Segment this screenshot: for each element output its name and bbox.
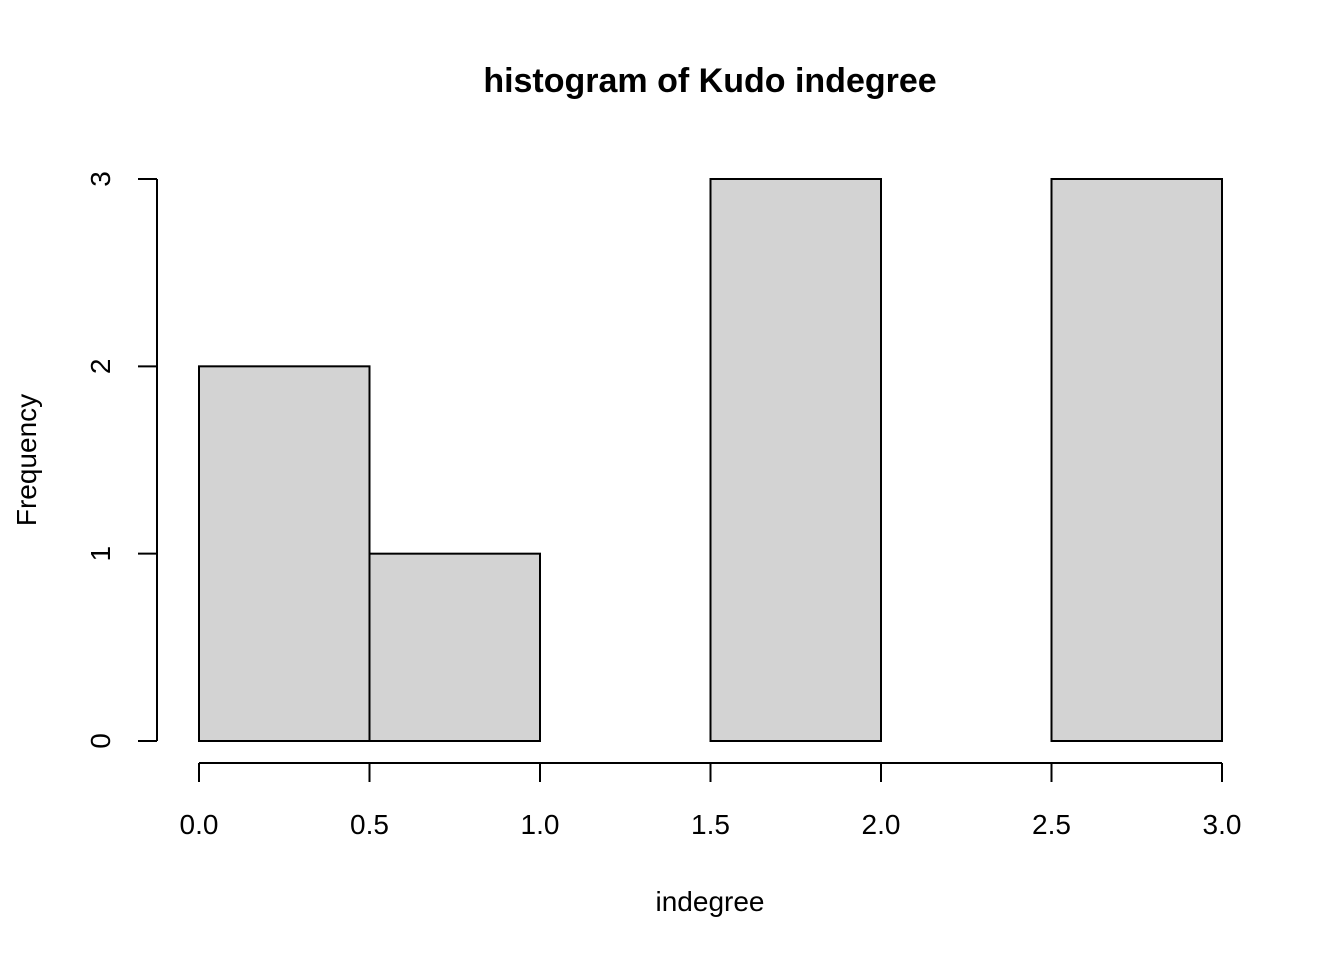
histogram-bar: [198, 365, 371, 742]
y-axis-label: Frequency: [11, 394, 42, 526]
y-tick-label: 0: [85, 733, 116, 749]
x-tick-label: 0.0: [180, 809, 219, 840]
x-tick-label: 1.0: [521, 809, 560, 840]
histogram-bar: [1050, 178, 1223, 742]
x-tick-label: 3.0: [1203, 809, 1242, 840]
histogram-bar: [368, 552, 541, 743]
chart-title: histogram of Kudo indegree: [483, 62, 936, 100]
bars-group: [198, 178, 1223, 743]
x-tick-label: 2.5: [1032, 809, 1071, 840]
x-tick-label: 0.5: [350, 809, 389, 840]
x-axis-label: indegree: [656, 886, 765, 917]
y-axis: 0 1 2 3: [85, 171, 158, 749]
y-tick-label: 1: [85, 546, 116, 562]
x-tick-label: 2.0: [862, 809, 901, 840]
x-tick-label: 1.5: [691, 809, 730, 840]
x-axis: 0.0 0.5 1.0 1.5 2.0 2.5 3.0: [180, 762, 1242, 840]
histogram-bar: [709, 178, 882, 742]
y-tick-label: 3: [85, 171, 116, 187]
y-tick-label: 2: [85, 359, 116, 375]
